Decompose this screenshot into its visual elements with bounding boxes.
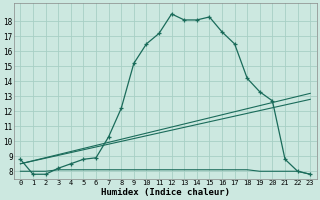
- X-axis label: Humidex (Indice chaleur): Humidex (Indice chaleur): [101, 188, 230, 197]
